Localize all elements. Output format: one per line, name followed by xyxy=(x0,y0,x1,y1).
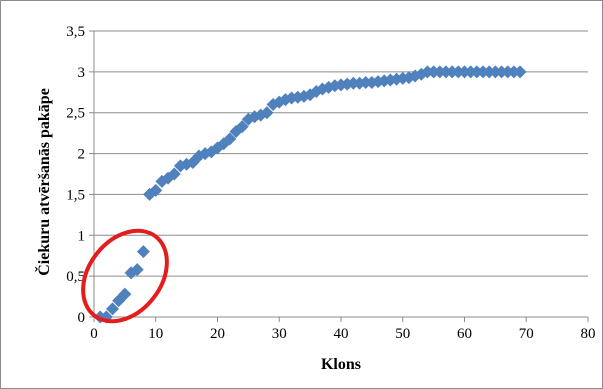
data-point xyxy=(260,106,274,120)
y-axis-title: Čiekuru atvēršanās pakāpe xyxy=(34,88,53,276)
data-points xyxy=(93,65,527,324)
x-tick-label: 50 xyxy=(395,326,410,342)
x-tick-label: 10 xyxy=(148,326,163,342)
x-tick-label: 20 xyxy=(210,326,225,342)
y-tick-label: 2,5 xyxy=(66,106,85,122)
x-tick-label: 60 xyxy=(457,326,472,342)
data-point xyxy=(513,65,527,79)
data-point xyxy=(167,167,181,181)
y-tick-labels: 0 0,5 1 1,5 2 2,5 3 3,5 xyxy=(66,24,85,326)
data-point xyxy=(235,120,249,134)
y-tick-label: 0 xyxy=(78,310,86,326)
data-point xyxy=(149,183,163,197)
gridlines xyxy=(94,30,588,277)
y-tick-label: 0,5 xyxy=(66,269,85,285)
highlight-ellipse xyxy=(81,228,169,324)
x-tick-label: 40 xyxy=(334,326,349,342)
data-point xyxy=(136,245,150,259)
x-axis-title: Klons xyxy=(321,356,361,373)
data-point xyxy=(223,132,237,146)
data-point xyxy=(130,263,144,277)
y-tick-label: 2 xyxy=(78,147,86,163)
y-tick-label: 1,5 xyxy=(66,187,85,203)
x-tick-label: 80 xyxy=(581,326,596,342)
y-tick-label: 3,5 xyxy=(66,24,85,40)
x-tick-labels: 0 10 20 30 40 50 60 70 80 xyxy=(90,326,595,342)
data-point xyxy=(118,287,132,301)
axes xyxy=(89,30,589,322)
x-tick-label: 70 xyxy=(519,326,534,342)
x-tick-label: 30 xyxy=(272,326,287,342)
data-point xyxy=(229,125,243,139)
annotations xyxy=(81,228,169,324)
data-point xyxy=(106,302,120,316)
y-tick-label: 1 xyxy=(78,228,86,244)
x-tick-label: 0 xyxy=(90,326,98,342)
y-tick-label: 3 xyxy=(78,65,86,81)
